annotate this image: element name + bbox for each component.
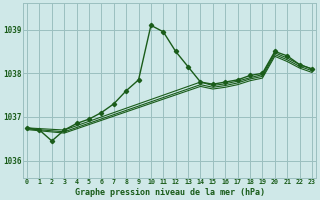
X-axis label: Graphe pression niveau de la mer (hPa): Graphe pression niveau de la mer (hPa) — [75, 188, 265, 197]
